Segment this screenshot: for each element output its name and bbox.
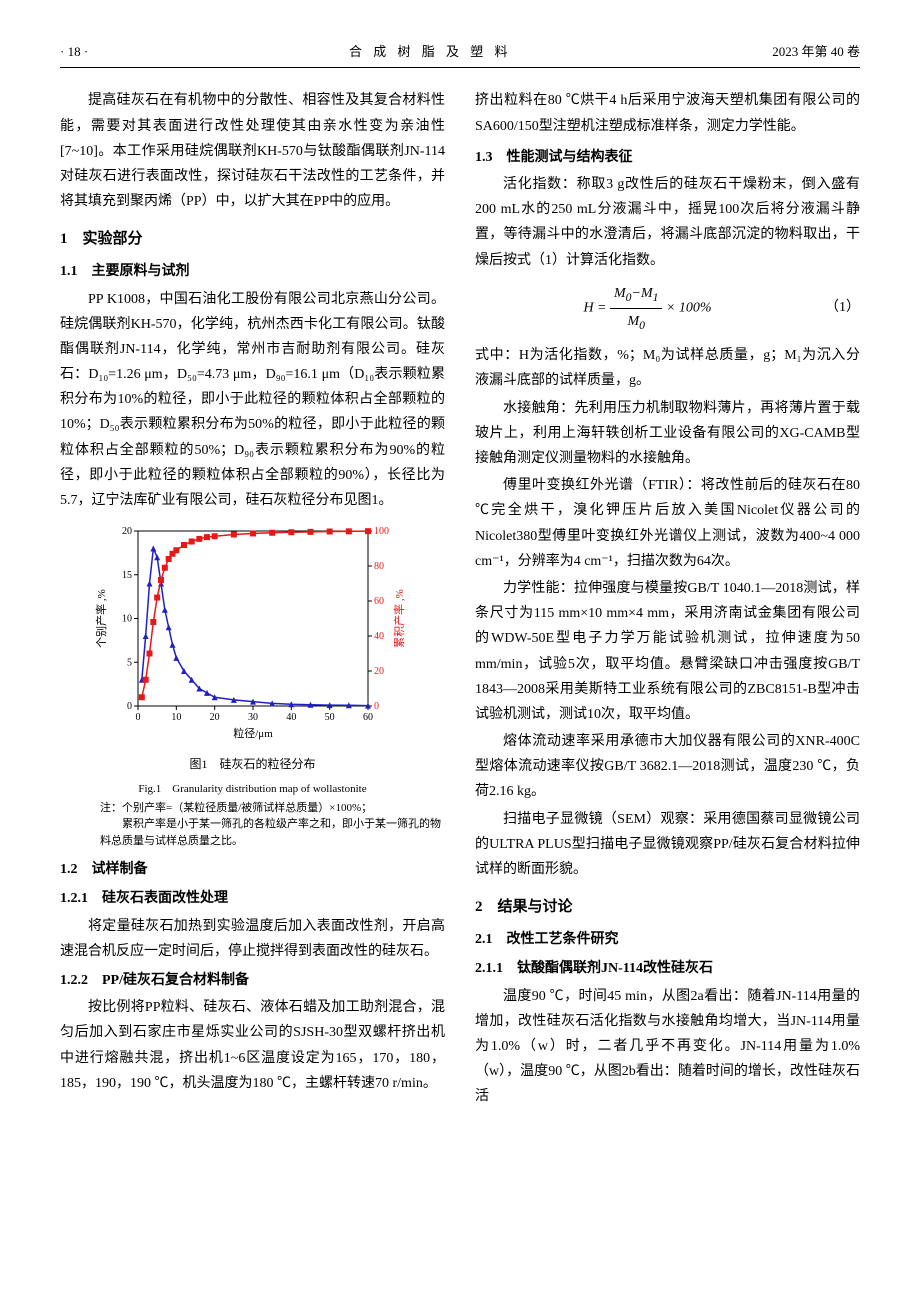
figure-1-caption-zh: 图1 硅灰石的粒径分布 [60,754,445,776]
section-1-3-p3: 水接触角：先利用压力机制取物料薄片，再将薄片置于载玻片上，利用上海轩轶创析工业设… [475,396,860,472]
figure-1-note: 注：个别产率=（某粒径质量/被筛试样总质量）×100%； 注：累积产率是小于某一… [60,800,445,850]
page-number: · 18 · [60,40,88,63]
section-1-2-1-para: 将定量硅灰石加热到实验温度后加入表面改性剂，开启高速混合机反应一定时间后，停止搅… [60,914,445,964]
svg-text:5: 5 [127,657,132,668]
figure-1-chart: 010203040506005101520020406080100粒径/μm个别… [93,521,413,741]
figure-1-note-line2: 累积产率是小于某一筛孔的各粒级产率之和，即小于某一筛孔的物料总质量与试样总质量之… [100,818,441,847]
svg-text:60: 60 [374,596,384,607]
svg-text:15: 15 [122,570,132,581]
svg-text:10: 10 [171,712,181,723]
page-header: · 18 · 合 成 树 脂 及 塑 料 2023 年第 40 卷 [60,40,860,68]
svg-text:0: 0 [135,712,140,723]
right-column: 挤出粒料在80 ℃烘干4 h后采用宁波海天塑机集团有限公司的SA600/150型… [475,88,860,1111]
section-1-3-p5: 力学性能：拉伸强度与模量按GB/T 1040.1—2018测试，样条尺寸为115… [475,576,860,727]
svg-text:20: 20 [122,526,132,537]
section-1-2-heading: 1.2 试样制备 [60,857,445,882]
svg-text:20: 20 [209,712,219,723]
section-1-1-para: PP K1008，中国石油化工股份有限公司北京燕山分公司。硅烷偶联剂KH-570… [60,287,445,514]
formula-1-number: （1） [820,295,860,320]
section-2-heading: 2 结果与讨论 [475,894,860,921]
section-1-2-2-heading: 1.2.2 PP/硅灰石复合材料制备 [60,968,445,993]
figure-1-note-prefix: 注： [100,802,122,814]
svg-text:10: 10 [122,614,132,625]
section-2-1-1-heading: 2.1.1 钛酸酯偶联剂JN-114改性硅灰石 [475,956,860,981]
figure-1-caption-en: Fig.1 Granularity distribution map of wo… [60,780,445,800]
section-1-3-p2: 式中：H为活化指数，%；M₀为试样总质量，g；M₁为沉入分液漏斗底部的试样质量，… [475,343,860,393]
left-column: 提高硅灰石在有机物中的分散性、相容性及其复合材料性能，需要对其表面进行改性处理使… [60,88,445,1111]
formula-1: H = M0−M1M0 × 100% （1） [475,281,860,336]
svg-text:40: 40 [374,631,384,642]
svg-text:40: 40 [286,712,296,723]
svg-text:80: 80 [374,561,384,572]
section-1-3-p7: 扫描电子显微镜（SEM）观察：采用德国蔡司显微镜公司的ULTRA PLUS型扫描… [475,807,860,883]
figure-1-note-line1: 个别产率=（某粒径质量/被筛试样总质量）×100%； [122,802,372,814]
svg-text:20: 20 [374,666,384,677]
section-1-2-2-para: 按比例将PP粒料、硅灰石、液体石蜡及加工助剂混合，混匀后加入到石家庄市星烁实业公… [60,995,445,1096]
journal-title: 合 成 树 脂 及 塑 料 [349,40,512,63]
figure-1: 010203040506005101520020406080100粒径/μm个别… [60,521,445,849]
section-1-3-p6: 熔体流动速率采用承德市大加仪器有限公司的XNR-400C型熔体流动速率仪按GB/… [475,729,860,805]
right-top-para: 挤出粒料在80 ℃烘干4 h后采用宁波海天塑机集团有限公司的SA600/150型… [475,88,860,138]
issue-info: 2023 年第 40 卷 [772,40,860,63]
section-1-3-p4: 傅里叶变换红外光谱（FTIR）：将改性前后的硅灰石在80 ℃完全烘干，溴化钾压片… [475,473,860,574]
svg-text:个别产率 ,%: 个别产率 ,% [94,589,108,648]
section-1-3-heading: 1.3 性能测试与结构表征 [475,145,860,170]
section-1-2-1-heading: 1.2.1 硅灰石表面改性处理 [60,886,445,911]
svg-text:60: 60 [363,712,373,723]
svg-text:0: 0 [374,701,379,712]
intro-paragraph: 提高硅灰石在有机物中的分散性、相容性及其复合材料性能，需要对其表面进行改性处理使… [60,88,445,214]
svg-text:粒径/μm: 粒径/μm [233,726,273,740]
svg-text:30: 30 [248,712,258,723]
section-1-3-p1: 活化指数：称取3 g改性后的硅灰石干燥粉末，倒入盛有200 mL水的250 mL… [475,172,860,273]
section-2-1-1-para: 温度90 ℃，时间45 min，从图2a看出：随着JN-114用量的增加，改性硅… [475,984,860,1110]
section-1-heading: 1 实验部分 [60,226,445,253]
svg-text:100: 100 [374,526,389,537]
svg-text:累积产率 ,%: 累积产率 ,% [392,589,406,648]
body-columns: 提高硅灰石在有机物中的分散性、相容性及其复合材料性能，需要对其表面进行改性处理使… [60,88,860,1111]
svg-text:0: 0 [127,701,132,712]
section-1-1-heading: 1.1 主要原料与试剂 [60,259,445,284]
section-2-1-heading: 2.1 改性工艺条件研究 [475,927,860,952]
svg-text:50: 50 [324,712,334,723]
formula-1-expr: H = M0−M1M0 × 100% [475,281,820,336]
